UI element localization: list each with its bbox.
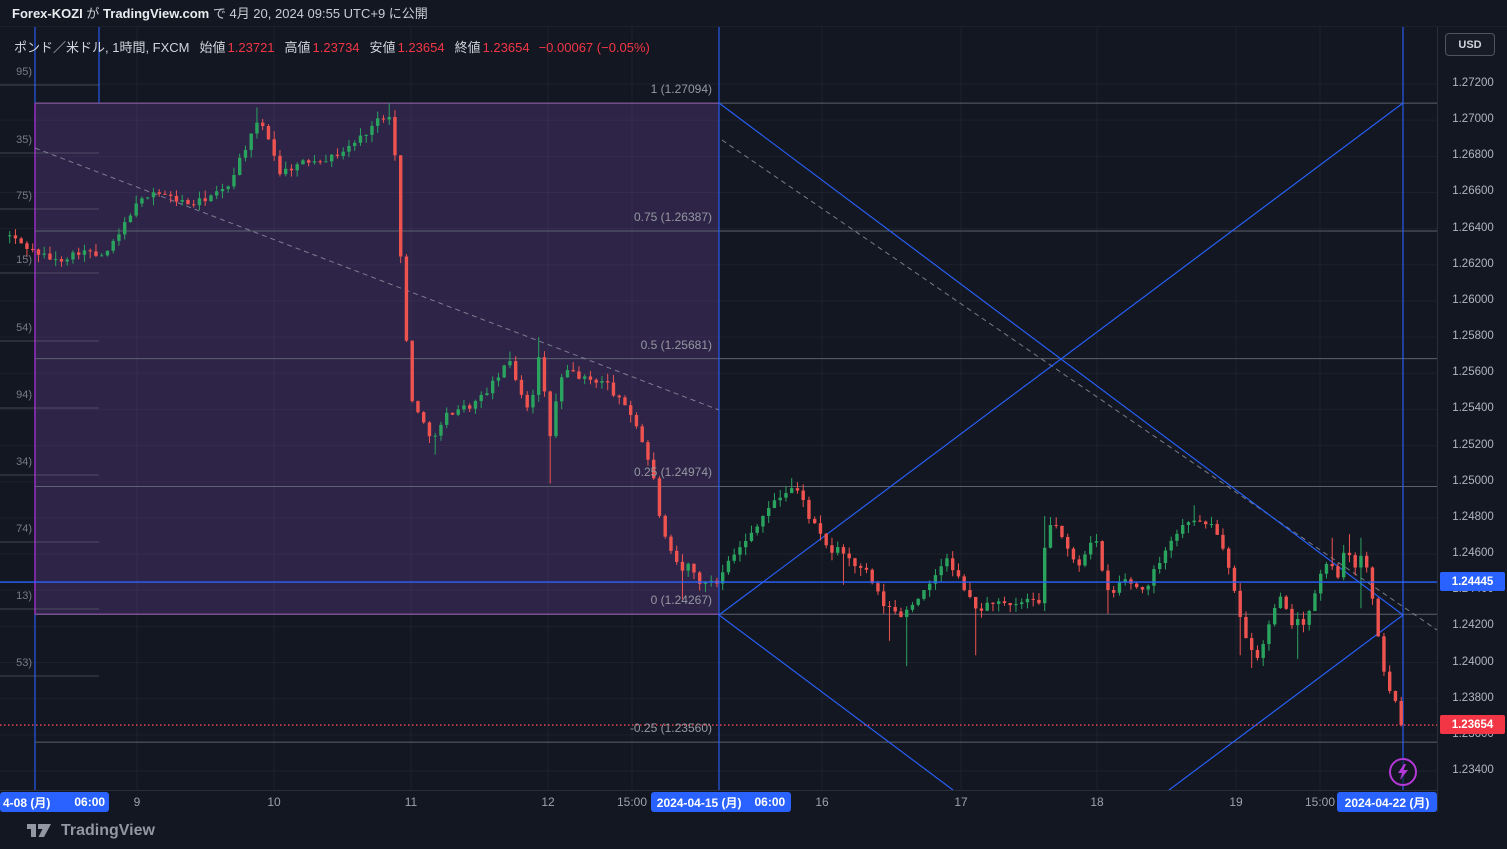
time-tick-label: 19 [1229,795,1243,809]
date-pill-time: 06:00 [754,795,786,809]
cropped-fib-label: 54) [16,322,32,334]
fib-level-label: 0.5 (1.25681) [640,337,712,352]
dashed-trendlines [34,139,1437,631]
price-tick-label: 1.26000 [1452,293,1494,306]
ohlc-values: 始値 1.23721 高値 1.23734 安値 1.23654 終値 1.23654 [190,40,530,55]
ohlc-label: 始値 [199,40,226,55]
trend-lines-blue [718,27,1404,790]
time-tick-label: 10 [267,795,281,809]
price-tick-label: 1.27200 [1452,77,1494,89]
cropped-fib-label: 15) [16,254,32,266]
candlestick-series [8,103,1403,727]
price-tick-label: 1.23400 [1452,764,1494,776]
cropped-fib-label: 75) [16,190,32,202]
currency-usd-button[interactable]: USD [1445,33,1495,56]
cropped-fib-label: 74) [16,523,32,535]
ohlc-value: 1.23734 [312,40,360,55]
price-tick-label: 1.25400 [1452,402,1494,415]
price-tick-label: 1.25800 [1452,330,1494,343]
fib-level-label: -0.25 (1.23560) [629,721,712,736]
date-pill: 2024-04-22 (月) [1337,792,1437,812]
time-tick-label: 12 [541,795,555,809]
time-tick-label: 16 [815,795,829,809]
cropped-fib-label: 95) [16,66,32,78]
fib-level-label: 0.25 (1.24974) [633,465,712,480]
price-tick-label: 1.25600 [1452,366,1494,379]
price-lines [0,581,1437,726]
price-tick-label: 1.26600 [1452,185,1494,198]
cropped-fib-label: 13) [16,590,32,602]
cropped-fib-label: 35) [16,134,32,146]
cropped-fib-label: 34) [16,456,32,468]
date-pill-time: 06:00 [74,795,106,809]
author-link[interactable]: Forex-KOZI [12,6,83,21]
price-tick-label: 1.24600 [1452,547,1494,560]
tradingview-logo-text[interactable]: TradingView [61,821,155,839]
lightning-bolt-icon [1398,764,1408,780]
price-tick-label: 1.24800 [1452,510,1494,523]
tradingview-logo-icon[interactable] [26,822,52,839]
date-pill-date: 2024-04-22 (月) [1344,795,1430,810]
price-change: −0.00067 (−0.05%) [538,40,650,55]
price-badge: 1.23654 [1440,715,1505,735]
ohlc-value: 1.23654 [482,40,530,55]
time-tick-label: 18 [1090,795,1104,809]
header-particle: が [82,6,104,21]
date-pill: 4-08 (月) 06:00 [0,792,109,812]
header-publish-info: で 4月 20, 2024 09:55 UTC+9 に公開 [209,6,428,21]
price-tick-label: 1.26800 [1452,149,1494,162]
price-tick-label: 1.23800 [1452,691,1494,704]
fib-level-lines [35,102,1437,743]
price-tick-label: 1.25000 [1452,474,1494,487]
ohlc-value: 1.23654 [397,40,445,55]
fib-level-label: 0 (1.24267) [650,593,712,608]
ohlc-value: 1.23721 [227,40,275,55]
chart-legend: ポンド／米ドル, 1時間, FXCM 始値 1.23721 高値 1.23734 安値 1.… [14,37,650,56]
price-badge: 1.24445 [1440,572,1505,592]
fib-level-label: 1 (1.27094) [650,82,712,97]
price-tick-label: 1.24200 [1452,619,1494,632]
cropped-fib-lines [0,84,99,677]
time-tick-label: 15:00 [616,795,648,809]
date-pill-date: 4-08 (月) [3,795,51,810]
time-tick-label: 9 [133,795,141,809]
cropped-fib-label: 94) [16,389,32,401]
symbol-title[interactable]: ポンド／米ドル, 1時間, FXCM [14,40,190,55]
price-tick-label: 1.26400 [1452,221,1494,234]
chart-canvas[interactable] [0,27,1437,790]
fib-level-label: 0.75 (1.26387) [633,209,712,224]
publication-header: Forex-KOZI が TradingView.com で 4月 20, 20… [0,0,1507,27]
time-axis[interactable]: 9 10 11 12 15:00 16 17 18 19 15:00 4-08 (月) 06:00 20… [0,790,1437,813]
flash-idea-button[interactable] [1389,758,1417,786]
date-pill-date: 2024-04-15 (月) [656,795,742,810]
ohlc-label: 高値 [284,40,311,55]
price-tick-label: 1.24000 [1452,655,1494,668]
price-tick-label: 1.27000 [1452,113,1494,126]
price-axis[interactable]: USD 1.27200 1.27000 1.26800 1.26600 1.26400 1… [1437,27,1507,812]
time-tick-label: 15:00 [1304,795,1336,809]
date-pill: 2024-04-15 (月) 06:00 [651,792,791,812]
ohlc-label: 終値 [454,40,481,55]
time-tick-label: 11 [404,795,418,809]
footer-bar: TradingView [0,812,1507,849]
price-tick-label: 1.25200 [1452,438,1494,451]
ohlc-label: 安値 [369,40,396,55]
site-link[interactable]: TradingView.com [103,6,210,21]
cropped-fib-label: 53) [16,657,32,669]
time-tick-label: 17 [954,795,968,809]
price-tick-label: 1.26200 [1452,257,1494,270]
